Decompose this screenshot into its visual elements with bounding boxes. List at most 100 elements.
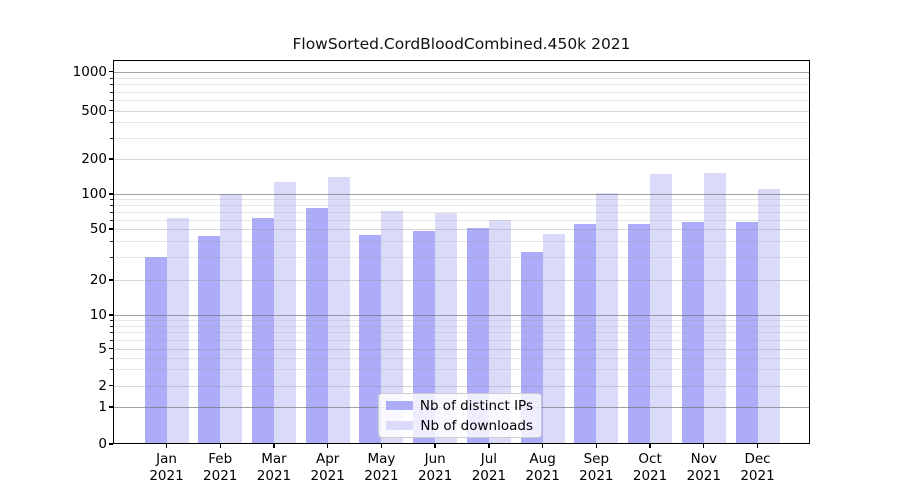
x-tick-label-jan: Jan 2021	[149, 451, 184, 484]
bar-downloads-oct	[650, 174, 673, 444]
legend-swatch-downloads	[386, 420, 413, 431]
y-tick-label-100: 100	[81, 186, 107, 202]
y-tick-label-1: 1	[98, 399, 107, 415]
x-tick-label-aug: Aug 2021	[525, 451, 560, 484]
bar-downloads-sep	[596, 192, 619, 444]
gridline-4	[113, 357, 810, 359]
x-tick-nov	[703, 444, 705, 448]
gridline-700	[113, 91, 810, 93]
x-tick-label-sep: Sep 2021	[579, 451, 614, 484]
x-tick-aug	[541, 444, 544, 448]
x-tick-jul	[488, 444, 490, 448]
x-tick-sep	[595, 444, 598, 448]
y-tick-5	[108, 347, 113, 350]
gridline-5	[113, 348, 810, 350]
bar-ips-dec	[735, 222, 758, 444]
bar-ips-sep	[574, 224, 597, 444]
bar-downloads-jun	[435, 213, 458, 444]
gridline-900	[113, 77, 810, 79]
bar-ips-jan	[144, 257, 167, 444]
y-minortick-30	[110, 257, 113, 259]
y-minortick-8	[110, 325, 113, 327]
bar-downloads-may	[381, 210, 404, 444]
y-minortick-60	[110, 219, 113, 221]
y-tick-100	[108, 193, 113, 195]
y-minortick-600	[110, 100, 113, 102]
gridline-60	[113, 219, 810, 221]
legend-item-downloads: Nb of downloads	[386, 418, 533, 434]
legend-swatch-distinct-ips	[386, 400, 413, 411]
gridline-30	[113, 257, 810, 259]
bar-ips-oct	[628, 224, 651, 444]
legend-label-distinct-ips: Nb of distinct IPs	[419, 397, 533, 414]
y-minortick-900	[110, 77, 113, 79]
y-minortick-90	[110, 199, 113, 201]
x-tick-label-jun: Jun 2021	[417, 451, 453, 484]
y-tick-label-0: 0	[98, 436, 107, 452]
y-tick-1	[108, 406, 113, 408]
bar-ips-jun	[413, 231, 436, 444]
x-tick-jun	[434, 444, 436, 448]
gridline-600	[113, 100, 810, 102]
y-tick-10	[108, 314, 113, 316]
gridline-9	[113, 320, 810, 322]
bar-downloads-jul	[488, 219, 511, 444]
y-tick-label-200: 200	[81, 151, 107, 167]
y-minortick-7	[110, 332, 113, 334]
x-tick-label-apr: Apr 2021	[310, 451, 345, 484]
y-tick-2	[108, 384, 113, 387]
bar-downloads-apr	[327, 177, 350, 444]
bar-ips-may	[359, 234, 382, 444]
y-minortick-9	[110, 320, 113, 322]
gridline-200	[113, 159, 810, 160]
y-minortick-6	[110, 339, 113, 341]
gridline-40	[113, 241, 810, 243]
gridline-50	[113, 229, 810, 230]
y-tick-20	[108, 279, 113, 281]
bar-downloads-mar	[273, 181, 296, 444]
x-tick-label-oct: Oct 2021	[632, 451, 668, 484]
gridline-90	[113, 199, 810, 201]
gridline-2	[113, 385, 810, 387]
bar-ips-nov	[681, 222, 704, 444]
gridline-7	[113, 332, 810, 334]
x-tick-feb	[219, 444, 221, 448]
y-tick-500	[108, 109, 113, 112]
legend: Nb of distinct IPs Nb of downloads	[378, 393, 542, 438]
y-tick-200	[108, 158, 113, 160]
bar-downloads-feb	[220, 193, 243, 444]
gridline-10	[113, 315, 810, 316]
gridline-800	[113, 84, 810, 86]
x-tick-oct	[649, 444, 651, 448]
y-minortick-4	[110, 357, 113, 359]
bar-downloads-aug	[542, 233, 565, 444]
gridline-20	[113, 280, 810, 281]
bar-downloads-nov	[703, 173, 726, 444]
y-minortick-800	[110, 84, 113, 86]
x-tick-label-dec: Dec 2021	[740, 451, 775, 484]
y-tick-label-10: 10	[89, 307, 107, 323]
gridline-80	[113, 205, 810, 207]
y-minortick-80	[110, 205, 113, 207]
gridline-1000	[113, 71, 810, 73]
gridline-300	[113, 137, 810, 139]
plot-area	[113, 60, 810, 444]
x-tick-dec	[756, 444, 759, 448]
x-tick-label-feb: Feb 2021	[203, 451, 238, 484]
gridline-500	[113, 110, 810, 112]
y-tick-label-5: 5	[98, 340, 107, 357]
y-tick-1000	[108, 71, 113, 73]
x-tick-label-may: May 2021	[364, 451, 399, 484]
gridline-70	[113, 212, 810, 213]
y-tick-label-500: 500	[81, 102, 107, 119]
bar-downloads-dec	[757, 189, 780, 444]
y-minortick-400	[110, 122, 113, 124]
gridline-400	[113, 122, 810, 124]
legend-item-distinct-ips: Nb of distinct IPs	[386, 398, 533, 414]
y-minortick-70	[110, 212, 113, 213]
y-tick-label-50: 50	[89, 221, 107, 237]
y-tick-50	[108, 228, 113, 230]
x-tick-label-jul: Jul 2021	[471, 451, 507, 484]
x-tick-may	[380, 444, 383, 448]
